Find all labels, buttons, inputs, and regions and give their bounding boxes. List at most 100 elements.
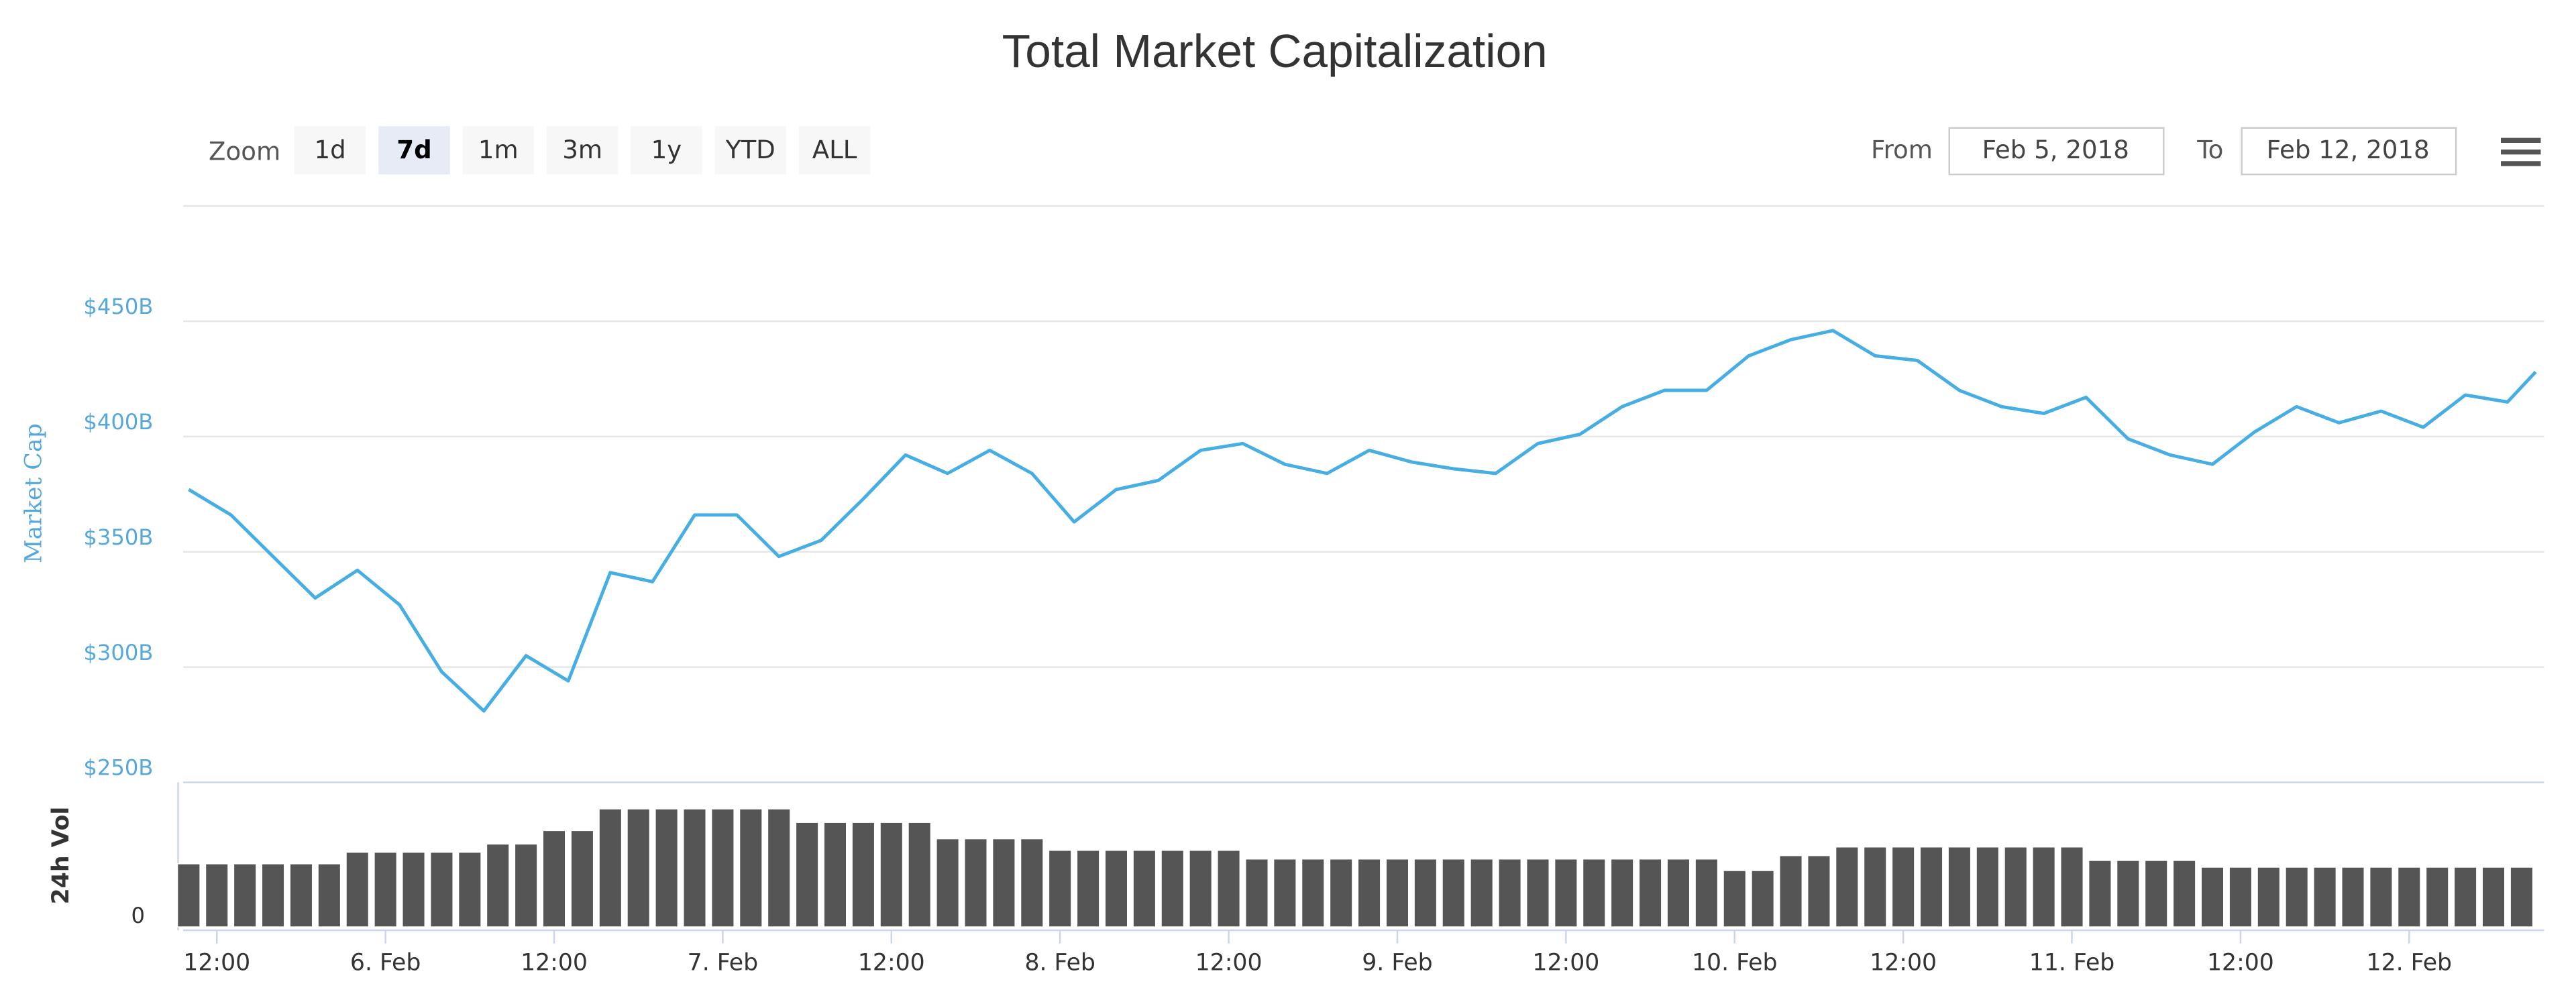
volume-bar (2481, 867, 2506, 928)
volume-bar (2453, 867, 2477, 928)
zoom-button[interactable]: 7d (378, 126, 450, 175)
volume-bar (1470, 858, 1494, 928)
volume-bar (2341, 867, 2365, 928)
volume-bar (908, 822, 932, 928)
button-label[interactable]: YTD (725, 135, 775, 164)
volume-bar (1666, 858, 1690, 928)
x-tick-label: 12:00 (2207, 950, 2274, 977)
chart-title: Total Market Capitalization (1002, 25, 1548, 77)
volume-bar (1273, 858, 1297, 928)
from-value[interactable]: Feb 5, 2018 (1982, 135, 2129, 164)
button-label[interactable]: 1m (478, 135, 519, 164)
y-tick-label: $450B (83, 294, 153, 319)
to-value[interactable]: Feb 12, 2018 (2267, 135, 2430, 164)
volume-bar (1413, 858, 1438, 928)
volume-bar (402, 851, 426, 928)
from-label: From (1871, 135, 1933, 164)
menu-bar (2501, 161, 2541, 166)
volume-bar (851, 822, 875, 928)
zoom-label: Zoom (209, 137, 280, 166)
volume-bar (1244, 858, 1269, 928)
volume-bar (1442, 858, 1466, 928)
x-tick-label: 12. Feb (2367, 950, 2453, 977)
volume-bar (598, 808, 623, 928)
zoom-button[interactable]: YTD (714, 126, 787, 175)
volume-bar (1582, 858, 1606, 928)
zoom-button[interactable]: 1d (294, 126, 366, 175)
volume-bar (1723, 870, 1747, 928)
volume-bar (429, 851, 453, 928)
volume-bar (542, 830, 566, 928)
button-label[interactable]: 1y (651, 135, 682, 164)
volume-bar (1779, 854, 1803, 928)
volume-bar (710, 808, 735, 928)
volume-bar (458, 851, 482, 928)
volume-bar (879, 822, 904, 928)
volume-bar (1891, 846, 1915, 928)
volume-bar (374, 851, 398, 928)
x-tick-label: 11. Feb (2029, 950, 2115, 977)
volume-bar (1217, 850, 1241, 928)
volume-bar (2060, 846, 2084, 928)
volume-bar (2285, 867, 2309, 928)
volume-bar (2032, 846, 2056, 928)
volume-bar (767, 808, 791, 928)
volume-bar (1104, 850, 1128, 928)
y-axis-title: Market Cap (21, 423, 48, 563)
button-bg (798, 126, 871, 175)
volume-bar (739, 808, 763, 928)
volume-bar (683, 808, 707, 928)
zoom-button[interactable]: ALL (798, 126, 871, 175)
volume-bar (2229, 867, 2253, 928)
volume-bar (233, 863, 257, 928)
volume-bar (1947, 846, 1972, 928)
button-bg (631, 126, 702, 175)
zoom-button[interactable]: 1y (631, 126, 702, 175)
volume-bar (2313, 867, 2337, 928)
volume-bar (1498, 858, 1522, 928)
volume-bar (2510, 867, 2534, 928)
x-tick-label: 12:00 (183, 950, 250, 977)
volume-bar (570, 830, 594, 928)
volume-bar (655, 808, 679, 928)
button-label[interactable]: ALL (812, 135, 857, 164)
button-label[interactable]: 3m (562, 135, 602, 164)
volume-bar (627, 808, 651, 928)
menu-bar (2501, 149, 2541, 155)
volume-bar (1076, 850, 1100, 928)
volume-bar (1807, 854, 1831, 928)
x-tick-label: 12:00 (1532, 950, 1599, 977)
volume-bar (1385, 858, 1409, 928)
y-tick-label: $250B (83, 755, 153, 781)
volume-bar (1525, 858, 1550, 928)
volume-bar (1638, 858, 1662, 928)
button-label[interactable]: 1d (315, 135, 346, 164)
to-input[interactable] (2241, 127, 2457, 176)
volume-bar (936, 838, 960, 928)
volume-bar (176, 863, 201, 928)
from-input[interactable] (1948, 127, 2165, 176)
zoom-button[interactable]: 1m (462, 126, 535, 175)
volume-bar (2144, 860, 2168, 928)
volume-bar (963, 838, 987, 928)
volume-bar (2116, 860, 2140, 928)
volume-bar (1976, 846, 2000, 928)
volume-bar (317, 863, 341, 928)
x-tick-label: 8. Feb (1024, 950, 1095, 977)
y-tick-label: $350B (83, 524, 153, 550)
menu-bar (2501, 137, 2541, 143)
x-tick-label: 7. Feb (688, 950, 758, 977)
button-label[interactable]: 7d (396, 135, 431, 164)
button-bg (294, 126, 366, 175)
x-tick-label: 12:00 (1195, 950, 1263, 977)
volume-bar (1610, 858, 1634, 928)
x-tick-label: 12:00 (1870, 950, 1937, 977)
to-label: To (2196, 135, 2223, 164)
menu-button[interactable] (2501, 137, 2541, 166)
zoom-button[interactable]: 3m (546, 126, 619, 175)
volume-bar (1751, 870, 1775, 928)
y-tick-label: $300B (83, 640, 153, 665)
x-tick-label: 9. Feb (1362, 950, 1432, 977)
